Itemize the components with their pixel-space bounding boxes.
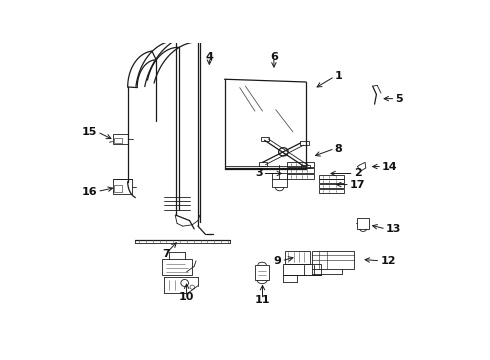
Text: 12: 12	[380, 256, 396, 266]
Bar	[113, 134, 128, 144]
Text: 13: 13	[386, 224, 401, 234]
Text: 3: 3	[255, 168, 263, 179]
Text: 11: 11	[255, 294, 270, 305]
Bar	[115, 185, 122, 192]
Text: 14: 14	[382, 162, 398, 172]
Text: 8: 8	[335, 144, 343, 153]
Text: 9: 9	[273, 256, 281, 266]
Bar	[272, 174, 287, 187]
Text: 4: 4	[205, 52, 213, 62]
Text: 6: 6	[270, 52, 278, 62]
Bar	[300, 141, 309, 145]
Bar	[113, 179, 131, 194]
Bar	[259, 162, 267, 166]
Text: 17: 17	[350, 180, 366, 190]
Bar	[283, 264, 321, 275]
Text: 1: 1	[335, 72, 343, 81]
Bar	[319, 179, 344, 184]
Text: 15: 15	[82, 127, 98, 137]
Bar	[319, 175, 344, 179]
Bar	[287, 162, 314, 167]
Bar	[261, 138, 269, 141]
Bar	[287, 174, 314, 179]
Bar	[319, 184, 344, 188]
Text: 16: 16	[82, 186, 98, 197]
Bar	[319, 189, 344, 193]
Text: 7: 7	[162, 249, 170, 259]
Bar	[114, 138, 122, 143]
Bar	[162, 260, 192, 275]
Bar	[358, 218, 369, 229]
Bar	[301, 165, 310, 168]
Text: 2: 2	[354, 168, 362, 179]
Text: 5: 5	[395, 94, 403, 104]
Bar	[285, 251, 310, 264]
Bar	[287, 168, 314, 173]
Bar	[312, 251, 354, 269]
Text: 10: 10	[179, 292, 194, 302]
Bar	[255, 265, 270, 280]
